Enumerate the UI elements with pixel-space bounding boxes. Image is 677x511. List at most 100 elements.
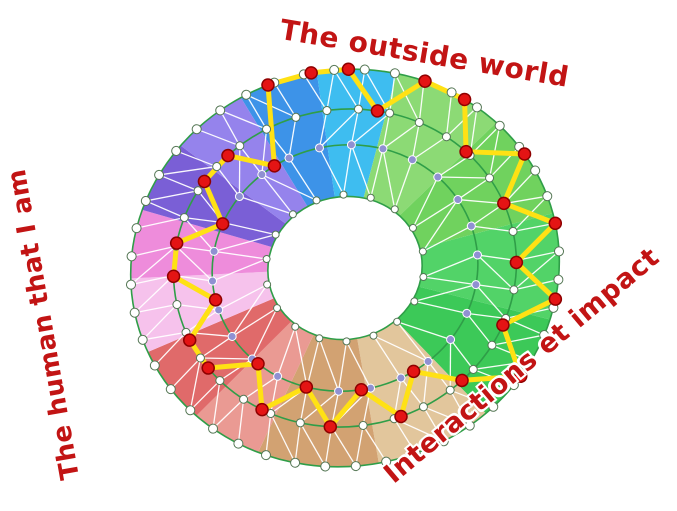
red-node[interactable] [201, 361, 215, 375]
ring-node[interactable] [389, 68, 401, 79]
ring-node[interactable] [273, 371, 283, 381]
ring-node[interactable] [446, 335, 456, 345]
ring-node[interactable] [542, 191, 553, 202]
ring-node[interactable] [466, 221, 476, 231]
ring-node[interactable] [453, 195, 463, 205]
ring-node[interactable] [234, 191, 244, 201]
ring-node[interactable] [423, 356, 433, 366]
ring-node[interactable] [131, 223, 142, 234]
ring-node[interactable] [553, 274, 564, 285]
ring-node[interactable] [472, 250, 482, 260]
red-node[interactable] [267, 159, 282, 173]
ring-node[interactable] [165, 384, 176, 395]
ring-node[interactable] [227, 331, 237, 341]
red-node[interactable] [497, 196, 511, 211]
ring-node[interactable] [485, 173, 495, 183]
ring-node[interactable] [385, 108, 395, 118]
red-node[interactable] [548, 292, 563, 306]
ring-node[interactable] [215, 105, 226, 116]
red-node[interactable] [255, 402, 269, 417]
ring-node[interactable] [358, 420, 368, 430]
red-node[interactable] [548, 216, 563, 231]
ring-node[interactable] [433, 172, 443, 182]
ring-node[interactable] [125, 279, 137, 290]
red-node[interactable] [182, 333, 197, 347]
ring-node[interactable] [464, 420, 475, 431]
red-node[interactable] [304, 66, 318, 80]
ring-node[interactable] [396, 373, 406, 383]
ring-node[interactable] [154, 169, 165, 181]
red-node[interactable] [354, 383, 369, 397]
red-node[interactable] [215, 217, 230, 231]
ring-node[interactable] [284, 153, 294, 163]
red-node[interactable] [323, 420, 338, 434]
ring-node[interactable] [291, 112, 301, 122]
red-node[interactable] [261, 78, 275, 92]
red-node[interactable] [169, 236, 184, 250]
ring-node[interactable] [260, 450, 272, 461]
ring-node[interactable] [191, 124, 202, 135]
ring-node[interactable] [334, 386, 344, 396]
ring-node[interactable] [149, 360, 160, 371]
ring-node[interactable] [530, 165, 541, 176]
red-node[interactable] [513, 369, 528, 383]
ring-node[interactable] [129, 307, 140, 318]
ring-node[interactable] [390, 205, 399, 214]
ring-node[interactable] [312, 196, 321, 205]
ring-node[interactable] [462, 308, 472, 318]
red-node[interactable] [418, 74, 432, 88]
ring-node[interactable] [359, 64, 370, 75]
ring-node[interactable] [369, 331, 378, 340]
ring-node[interactable] [471, 102, 483, 113]
red-node[interactable] [221, 148, 235, 163]
red-node[interactable] [251, 357, 265, 371]
ring-node[interactable] [445, 385, 455, 395]
ring-node[interactable] [290, 457, 301, 468]
ring-node[interactable] [262, 255, 271, 264]
red-node[interactable] [496, 318, 510, 332]
ring-node[interactable] [488, 401, 499, 412]
ring-node[interactable] [322, 106, 332, 116]
ring-node[interactable] [346, 140, 356, 150]
ring-node[interactable] [410, 448, 421, 459]
red-node[interactable] [166, 269, 181, 284]
red-node[interactable] [459, 144, 473, 159]
ring-node[interactable] [315, 334, 324, 343]
ring-node[interactable] [291, 322, 300, 331]
ring-node[interactable] [414, 117, 424, 127]
red-node[interactable] [457, 92, 472, 107]
red-node[interactable] [394, 409, 408, 424]
ring-node[interactable] [339, 190, 348, 199]
ring-node[interactable] [494, 120, 505, 131]
ring-node[interactable] [215, 376, 225, 386]
ring-node[interactable] [185, 405, 196, 416]
ring-node[interactable] [410, 297, 419, 306]
ring-node[interactable] [378, 144, 388, 154]
ring-node[interactable] [171, 145, 182, 157]
ring-node[interactable] [407, 155, 417, 165]
ring-node[interactable] [350, 461, 361, 472]
ring-node[interactable] [263, 280, 272, 289]
ring-node[interactable] [471, 280, 481, 290]
ring-node[interactable] [239, 394, 249, 404]
ring-node[interactable] [329, 64, 340, 76]
ring-node[interactable] [393, 317, 402, 326]
ring-node[interactable] [288, 210, 297, 219]
ring-node[interactable] [554, 246, 565, 257]
ring-node[interactable] [418, 402, 428, 412]
ring-node[interactable] [525, 356, 537, 367]
ring-node[interactable] [468, 364, 478, 374]
ring-node[interactable] [262, 124, 272, 134]
ring-node[interactable] [441, 132, 451, 142]
red-node[interactable] [455, 373, 469, 388]
ring-node[interactable] [208, 276, 218, 286]
ring-node[interactable] [295, 418, 305, 428]
ring-node[interactable] [140, 195, 151, 207]
ring-node[interactable] [342, 337, 351, 346]
ring-node[interactable] [241, 89, 252, 100]
ring-node[interactable] [408, 223, 417, 232]
red-node[interactable] [208, 293, 223, 307]
ring-node[interactable] [508, 226, 518, 236]
ring-node[interactable] [235, 141, 245, 151]
ring-node[interactable] [195, 353, 205, 363]
